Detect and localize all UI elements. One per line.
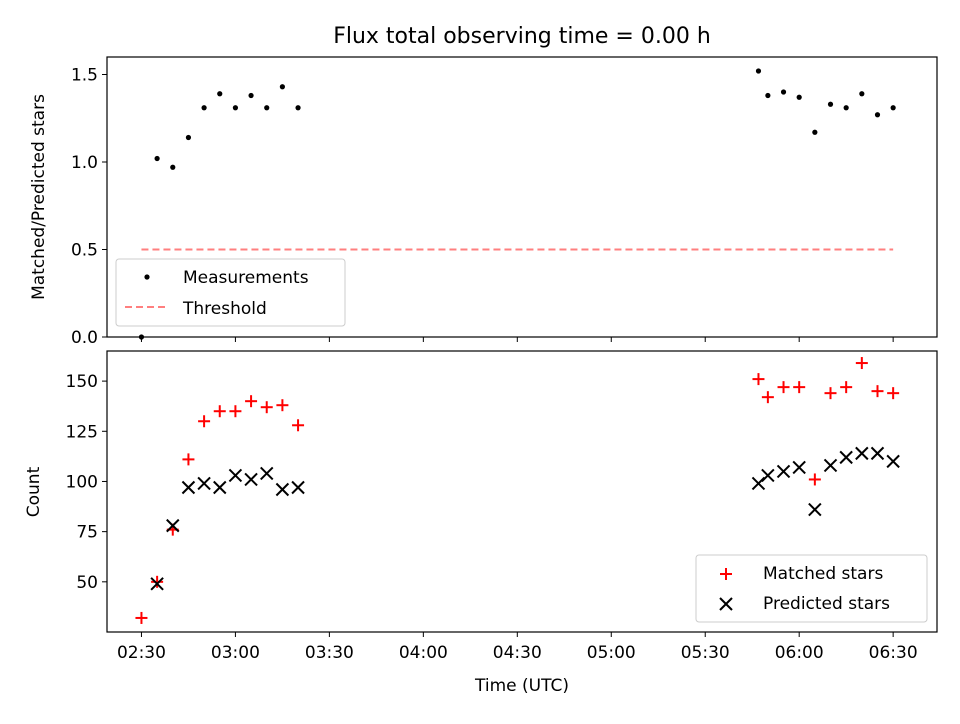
count-y-tick-label: 125 bbox=[66, 422, 98, 442]
x-tick-label: 05:00 bbox=[587, 643, 636, 663]
predicted-star-point bbox=[823, 458, 838, 473]
count-legend: Matched stars Predicted stars bbox=[695, 554, 928, 623]
legend-matched-label: Matched stars bbox=[763, 564, 883, 584]
matched-star-point bbox=[855, 357, 868, 370]
matched-star-point bbox=[793, 381, 806, 394]
matched-star-point bbox=[135, 611, 148, 624]
x-tick-label: 03:00 bbox=[211, 643, 260, 663]
predicted-star-point bbox=[197, 476, 211, 491]
measurement-point bbox=[874, 112, 881, 118]
predicted-star-point bbox=[213, 480, 227, 495]
count-y-tick-label: 150 bbox=[66, 372, 98, 392]
ratio-legend-box bbox=[115, 258, 346, 327]
x-tick-label: 04:30 bbox=[493, 643, 542, 663]
measurement-point bbox=[248, 92, 254, 99]
x-tick-label: 04:00 bbox=[399, 643, 448, 663]
predicted-star-point bbox=[792, 460, 806, 475]
measurement-point bbox=[154, 155, 160, 162]
predicted-star-point bbox=[855, 446, 869, 461]
count-y-tick-label: 50 bbox=[76, 573, 98, 593]
matched-star-point bbox=[761, 391, 774, 404]
ratio-y-axis-label: Matched/Predicted stars bbox=[29, 94, 49, 300]
count-panel: 50 75 100 125 150 02:30 03:00 03:30 04:00 04:30 0… bbox=[24, 350, 938, 696]
x-tick-label: 03:30 bbox=[305, 643, 354, 663]
matched-star-point bbox=[887, 387, 900, 400]
predicted-star-point bbox=[181, 480, 196, 495]
measurement-point bbox=[780, 89, 787, 95]
matched-star-point bbox=[777, 381, 790, 394]
matched-star-point bbox=[871, 385, 884, 398]
predicted-star-point bbox=[291, 480, 305, 495]
measurement-point bbox=[217, 91, 223, 97]
measurement-point bbox=[264, 105, 270, 111]
ratio-y-tick-label: 1.0 bbox=[71, 153, 98, 173]
predicted-star-point bbox=[808, 502, 822, 517]
ratio-panel-frame bbox=[106, 56, 938, 338]
measurement-point bbox=[170, 164, 176, 170]
measurement-point bbox=[232, 105, 239, 111]
legend-matched-marker bbox=[720, 568, 732, 580]
legend-predicted-marker bbox=[719, 597, 733, 611]
matched-star-point bbox=[752, 373, 765, 386]
legend-predicted-label: Predicted stars bbox=[763, 594, 890, 614]
x-tick-label: 06:00 bbox=[775, 643, 824, 663]
measurement-point bbox=[295, 105, 301, 111]
legend-measurements-marker bbox=[144, 274, 150, 280]
count-y-tick-label: 75 bbox=[76, 523, 98, 543]
legend-measurements-label: Measurements bbox=[183, 268, 309, 288]
measurement-point bbox=[859, 91, 865, 97]
predicted-star-point bbox=[761, 468, 775, 483]
predicted-star-point bbox=[886, 454, 900, 469]
count-legend-box bbox=[695, 554, 928, 623]
legend-threshold-label: Threshold bbox=[182, 299, 267, 319]
count-panel-frame bbox=[106, 350, 938, 633]
matched-star-point bbox=[229, 405, 242, 418]
chart-title: Flux total observing time = 0.00 h bbox=[333, 24, 711, 49]
x-axis-label: Time (UTC) bbox=[474, 676, 569, 696]
count-y-axis-label: Count bbox=[24, 466, 44, 517]
x-tick-label: 02:30 bbox=[117, 643, 166, 663]
measurement-point bbox=[827, 101, 834, 107]
count-y-tick-label: 100 bbox=[66, 472, 98, 492]
predicted-star-point bbox=[275, 482, 290, 497]
matched-star-point bbox=[198, 415, 211, 428]
matched-star-point bbox=[292, 419, 305, 432]
ratio-panel: 0.0 0.5 1.0 1.5 Matched/Predicted stars Mea… bbox=[29, 56, 938, 348]
matched-star-point bbox=[213, 405, 226, 418]
ratio-y-tick-label: 0.0 bbox=[71, 328, 98, 348]
matched-star-point bbox=[276, 399, 289, 412]
measurement-point bbox=[812, 129, 818, 135]
measurement-point bbox=[843, 105, 849, 111]
matched-star-point bbox=[824, 387, 837, 400]
measurement-point bbox=[890, 105, 896, 111]
measurement-point bbox=[201, 105, 207, 111]
matched-star-point bbox=[808, 473, 821, 486]
ratio-y-tick-label: 0.5 bbox=[71, 241, 98, 261]
predicted-star-point bbox=[166, 518, 180, 533]
predicted-star-point bbox=[260, 466, 274, 481]
measurement-point bbox=[796, 94, 802, 100]
measurement-point bbox=[765, 92, 771, 99]
predicted-star-point bbox=[150, 577, 164, 591]
predicted-star-point bbox=[244, 472, 258, 487]
measurement-point bbox=[185, 134, 192, 141]
matched-star-point bbox=[245, 395, 258, 408]
predicted-star-point bbox=[776, 464, 791, 479]
x-tick-label: 05:30 bbox=[681, 643, 730, 663]
predicted-star-point bbox=[228, 468, 243, 483]
matched-star-point bbox=[260, 401, 273, 414]
measurement-point bbox=[279, 84, 285, 90]
matched-star-point bbox=[182, 453, 195, 466]
measurement-point bbox=[755, 68, 762, 74]
matched-star-point bbox=[151, 575, 164, 588]
predicted-star-point bbox=[839, 450, 853, 465]
x-tick-label: 06:30 bbox=[869, 643, 918, 663]
matched-star-point bbox=[840, 381, 853, 394]
predicted-star-point bbox=[870, 446, 885, 461]
ratio-legend: Measurements Threshold bbox=[115, 258, 346, 327]
ratio-y-tick-label: 1.5 bbox=[71, 66, 98, 86]
